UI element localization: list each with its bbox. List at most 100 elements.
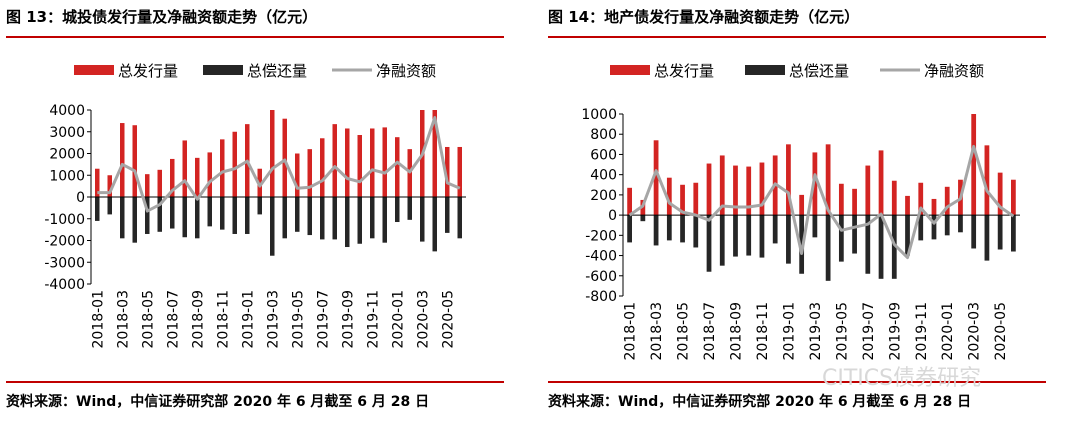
issuance-bar bbox=[891, 180, 897, 216]
repayment-bar bbox=[157, 197, 162, 232]
source-note: 资料来源：Wind，中信证券研究部 2020 年 6 月截至 6 月 28 日 bbox=[6, 394, 430, 410]
x-tick-label: 2020-01 bbox=[940, 302, 956, 361]
issuance-bar bbox=[971, 114, 977, 216]
repayment-bar bbox=[666, 215, 672, 241]
issuance-bar bbox=[232, 131, 237, 197]
x-tick-label: 2018-05 bbox=[140, 290, 156, 349]
x-tick-label: 2019-09 bbox=[887, 302, 903, 361]
x-tick-label: 2019-01 bbox=[781, 302, 797, 361]
legend-label: 总发行量 bbox=[118, 62, 178, 80]
x-tick-label: 2018-01 bbox=[90, 290, 106, 349]
repayment-bar bbox=[905, 215, 910, 256]
repayment-bar bbox=[257, 197, 262, 215]
x-tick-label: 2020-03 bbox=[967, 302, 983, 361]
repayment-bar bbox=[891, 215, 897, 279]
y-tick-label: 0 bbox=[76, 190, 85, 206]
issuance-bar bbox=[759, 162, 765, 216]
x-tick-label: 2018-03 bbox=[115, 290, 131, 349]
issuance-bar bbox=[282, 118, 287, 197]
repayment-bar bbox=[357, 197, 362, 244]
y-tick-label: 400 bbox=[590, 168, 617, 184]
repayment-bar bbox=[627, 215, 632, 243]
issuance-bar bbox=[852, 188, 857, 216]
y-tick-label: -600 bbox=[585, 269, 617, 285]
issuance-bar bbox=[145, 174, 150, 197]
legend: 总发行量 总偿还量 净融资额 bbox=[74, 62, 436, 80]
repayment-bar bbox=[746, 215, 752, 256]
issuance-bar bbox=[746, 166, 752, 216]
repayment-bar bbox=[95, 197, 100, 221]
issuance-bar bbox=[918, 182, 924, 216]
repayment-bar bbox=[432, 197, 437, 252]
issuance-bar bbox=[107, 175, 112, 197]
issuance-bar bbox=[984, 145, 990, 216]
title-rule bbox=[548, 36, 1046, 38]
y-tick-label: 0 bbox=[608, 208, 617, 224]
issuance-bar bbox=[295, 153, 300, 197]
legend-swatch-repayment bbox=[203, 65, 243, 75]
y-tick-label: -2000 bbox=[44, 234, 85, 250]
y-tick-label: 3000 bbox=[49, 125, 85, 141]
y-tick-label: 2000 bbox=[49, 147, 85, 163]
title-rule bbox=[6, 36, 504, 38]
repayment-bar bbox=[107, 197, 112, 215]
repayment-bar bbox=[944, 215, 950, 236]
repayment-bar bbox=[407, 197, 412, 220]
x-tick-label: 2019-05 bbox=[834, 302, 850, 361]
repayment-bar bbox=[295, 197, 300, 232]
repayment-bar bbox=[931, 215, 937, 240]
repayment-bar bbox=[332, 197, 337, 240]
repayment-bar bbox=[653, 215, 659, 246]
x-tick-label: 2018-03 bbox=[649, 302, 665, 361]
issuance-bar bbox=[357, 135, 362, 197]
y-tick-label: -4000 bbox=[44, 277, 85, 293]
y-tick-label: -3000 bbox=[44, 255, 85, 271]
issuance-bar bbox=[838, 183, 844, 216]
x-tick-label: 2020-05 bbox=[993, 302, 1009, 361]
repayment-bar bbox=[282, 197, 287, 239]
repayment-bar bbox=[170, 197, 175, 229]
y-tick-label: 200 bbox=[590, 188, 617, 204]
issuance-bar bbox=[445, 146, 450, 197]
repayment-bar bbox=[812, 215, 818, 238]
repayment-bar bbox=[759, 215, 765, 258]
x-tick-label: 2019-09 bbox=[340, 290, 356, 349]
issuance-bar bbox=[693, 182, 699, 216]
repayment-bar bbox=[693, 215, 699, 248]
urban-investment-chart: 总发行量 总偿还量 净融资额 -4000 -3000 -2000 -1000 0 1000 200… bbox=[44, 62, 466, 349]
issuance-bar bbox=[207, 152, 212, 197]
repayment-bar bbox=[195, 197, 200, 239]
repayment-bar bbox=[207, 197, 212, 227]
y-tick-label: -400 bbox=[585, 249, 617, 265]
net-financing-line bbox=[97, 116, 461, 213]
repayment-bar bbox=[232, 197, 237, 234]
x-tick-label: 2019-03 bbox=[808, 302, 824, 361]
y-tick-label: -800 bbox=[585, 289, 617, 305]
repayment-bar bbox=[370, 197, 375, 239]
repayment-bar bbox=[457, 197, 462, 239]
legend-label: 净融资额 bbox=[376, 62, 436, 80]
repayment-bar bbox=[786, 215, 791, 264]
y-tick-label: -200 bbox=[585, 228, 617, 244]
repayment-bar bbox=[997, 215, 1003, 250]
x-tick-label: 2018-01 bbox=[623, 302, 639, 361]
issuance-bar bbox=[320, 138, 325, 197]
repayment-bar bbox=[878, 215, 884, 279]
repayment-bar bbox=[971, 215, 977, 249]
y-tick-label: 1000 bbox=[581, 107, 617, 123]
issuance-bar bbox=[653, 140, 659, 216]
issuance-bar bbox=[132, 125, 137, 197]
repayment-bar bbox=[245, 197, 250, 234]
issuance-bar bbox=[345, 128, 350, 197]
issuance-bar bbox=[95, 168, 100, 197]
source-rule bbox=[6, 381, 504, 383]
issuance-bar bbox=[457, 146, 462, 197]
x-tick-label: 2019-07 bbox=[315, 290, 331, 349]
issuance-bar bbox=[666, 177, 672, 216]
y-tick-label: 600 bbox=[590, 147, 617, 163]
repayment-bar bbox=[382, 197, 387, 243]
repayment-bar bbox=[270, 197, 275, 256]
repayment-bar bbox=[345, 197, 350, 248]
x-tick-label: 2018-09 bbox=[190, 290, 206, 349]
y-tick-label: 800 bbox=[590, 127, 617, 143]
